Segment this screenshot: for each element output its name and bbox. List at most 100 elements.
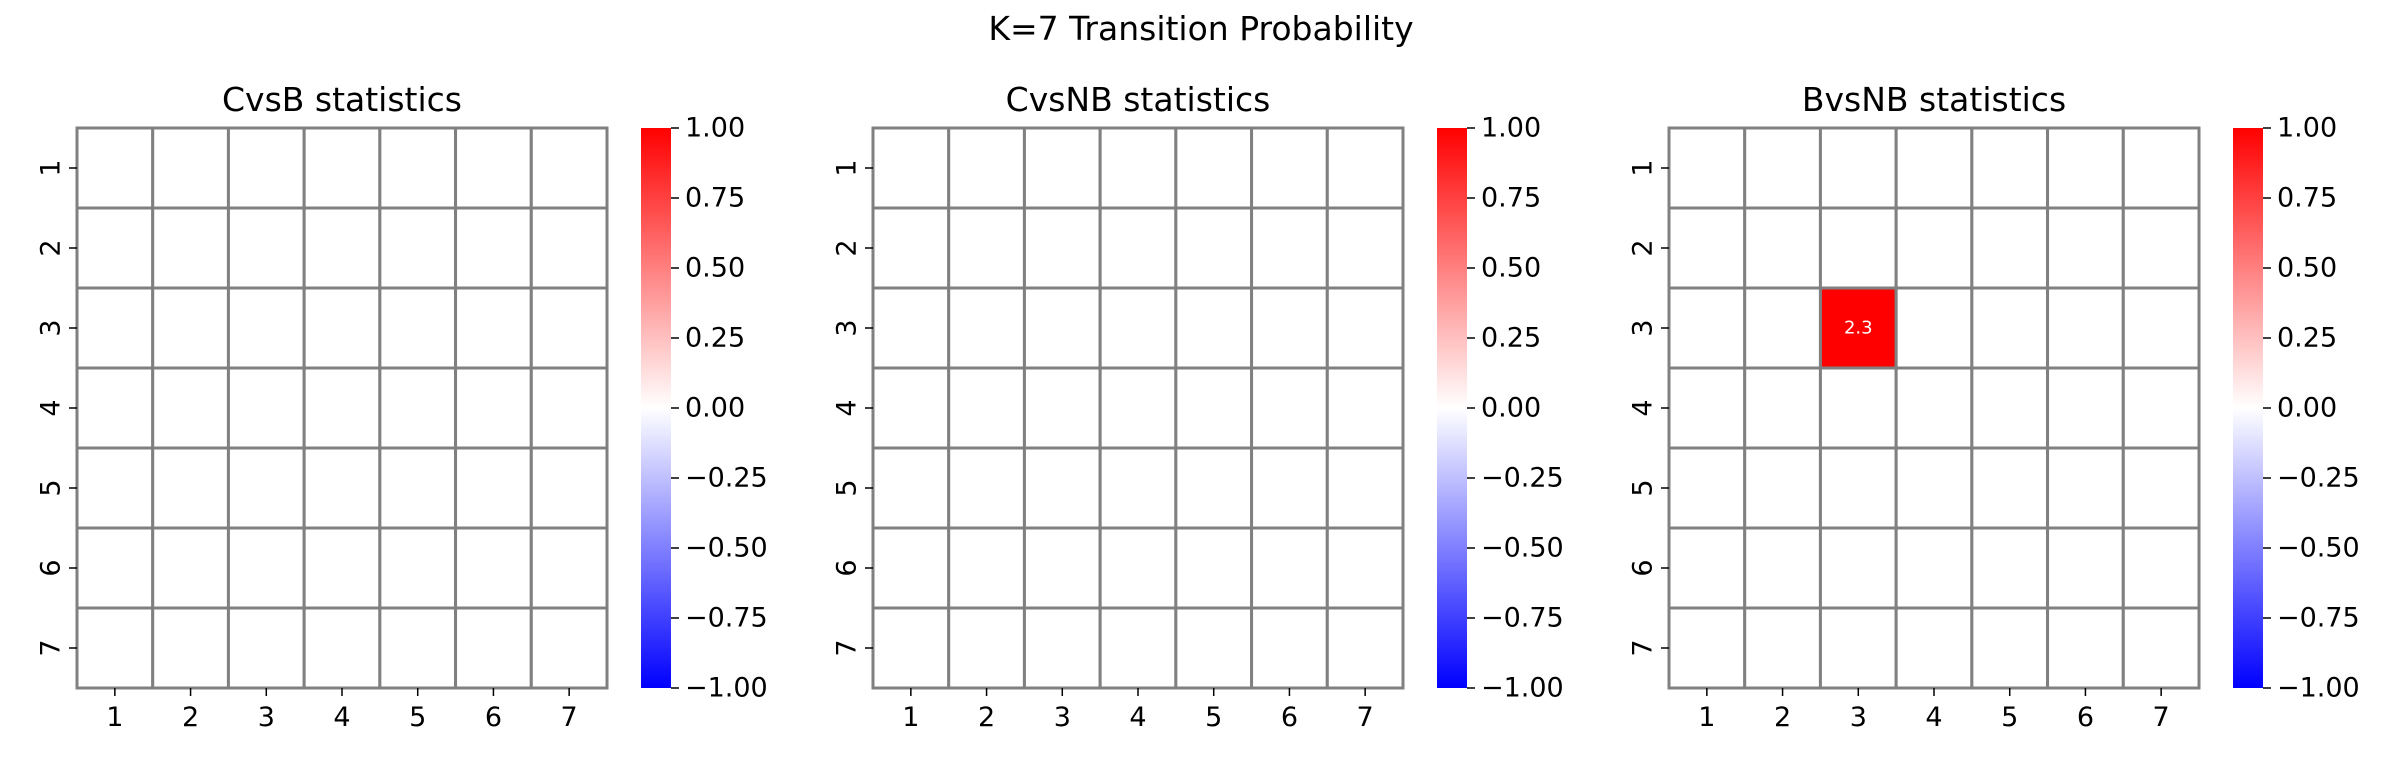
heatmap-cell — [378, 526, 458, 610]
colorbar-tick-label: 0.75 — [2277, 183, 2337, 214]
heatmap-cell — [226, 366, 306, 450]
colorbar-tick-label: 0.25 — [2277, 323, 2337, 354]
x-tick-label: 6 — [1281, 702, 1298, 733]
heatmap-cell — [378, 126, 458, 210]
y-tick-label: 7 — [1628, 639, 1659, 656]
y-tick-label: 6 — [1628, 559, 1659, 576]
y-tick-label: 2 — [832, 239, 863, 256]
heatmap-cell — [1325, 206, 1405, 290]
colorbar-tick-label: 0.25 — [685, 323, 745, 354]
heatmap-cell — [1894, 286, 1974, 370]
x-tick-label: 5 — [2001, 702, 2018, 733]
heatmap-cell — [947, 286, 1026, 370]
colorbar-tick-label: 0.50 — [1481, 253, 1541, 284]
y-tick-label: 1 — [832, 159, 863, 176]
heatmap-cell — [1325, 446, 1405, 530]
x-tick-label: 4 — [1925, 702, 1942, 733]
y-tick-label: 7 — [36, 639, 67, 656]
x-tick-label: 4 — [1129, 702, 1146, 733]
heatmap-cell — [151, 446, 230, 530]
heatmap-cell — [378, 366, 458, 450]
x-tick-label: 5 — [409, 702, 426, 733]
heatmap-cell — [1894, 606, 1974, 690]
heatmap-cell — [75, 606, 155, 690]
heatmap-cell — [871, 366, 951, 450]
colorbar-tick-label: −0.50 — [685, 533, 768, 564]
heatmap-cell — [529, 126, 609, 210]
colorbar-tick-label: −1.00 — [1481, 673, 1564, 704]
heatmap-cell — [2046, 206, 2125, 290]
colorbar — [2233, 128, 2263, 688]
y-tick-label: 4 — [1628, 399, 1659, 416]
heatmap-cell — [454, 526, 533, 610]
heatmap-cell — [151, 206, 230, 290]
heatmap-cell — [2121, 526, 2201, 610]
heatmap-cell — [2046, 126, 2125, 210]
heatmap-cell — [302, 526, 382, 610]
colorbar-tick-label: 0.00 — [685, 393, 745, 424]
heatmap-cell — [1022, 286, 1102, 370]
heatmap-cell — [1325, 606, 1405, 690]
heatmap-cell — [947, 446, 1026, 530]
x-tick-label: 1 — [106, 702, 123, 733]
heatmap-cell — [947, 206, 1026, 290]
x-tick-label: 1 — [902, 702, 919, 733]
colorbar-tick-label: 0.75 — [685, 183, 745, 214]
heatmap-cell — [1743, 446, 1822, 530]
heatmap-panel-1: CvsB statistics 1 2 3 4 5 6 7 1 2 3 4 5 6 7 1.00 0.75 0.5… — [36, 80, 768, 733]
heatmap-cell — [75, 446, 155, 530]
heatmap-cell — [2046, 286, 2125, 370]
heatmap-cell — [1818, 446, 1898, 530]
y-tick-label: 3 — [832, 319, 863, 336]
colorbar-tick-label: −0.50 — [2277, 533, 2360, 564]
panel-title: BvsNB statistics — [1802, 80, 2066, 119]
heatmap-cell — [226, 446, 306, 530]
heatmap-cell — [454, 606, 533, 690]
x-tick-label: 1 — [1698, 702, 1715, 733]
colorbar-tick-label: 1.00 — [685, 113, 745, 144]
heatmap-cell — [378, 286, 458, 370]
heatmap-cell — [529, 206, 609, 290]
heatmap-cell — [1098, 366, 1178, 450]
heatmap-cell — [226, 126, 306, 210]
colorbar-tick-label: −1.00 — [2277, 673, 2360, 704]
heatmap-cell — [871, 526, 951, 610]
heatmap-cell — [454, 366, 533, 450]
heatmap-cell — [454, 126, 533, 210]
heatmap-cell — [302, 446, 382, 530]
heatmap-cell — [1743, 366, 1822, 450]
heatmap-cell — [1098, 126, 1178, 210]
heatmap-cell — [1250, 366, 1329, 450]
heatmap-cell — [1894, 126, 1974, 210]
x-tick-label: 3 — [258, 702, 275, 733]
figure-title: K=7 Transition Probability — [988, 9, 1413, 48]
heatmap-cell — [1894, 366, 1974, 450]
heatmap-cell — [75, 366, 155, 450]
heatmap-cell — [302, 126, 382, 210]
heatmap-cell — [151, 286, 230, 370]
heatmap-cell — [1325, 366, 1405, 450]
colorbar — [641, 128, 671, 688]
y-tick-label: 2 — [36, 239, 67, 256]
heatmap-panels: CvsB statistics 1 2 3 4 5 6 7 1 2 3 4 5 6 7 1.00 0.75 0.5… — [36, 80, 2360, 733]
x-tick-label: 5 — [1205, 702, 1222, 733]
heatmap-cell — [1970, 126, 2050, 210]
x-tick-label: 3 — [1850, 702, 1867, 733]
heatmap-cell — [1098, 606, 1178, 690]
heatmap-cell — [151, 606, 230, 690]
heatmap-cell — [1098, 446, 1178, 530]
heatmap-cell — [1174, 366, 1254, 450]
heatmap-panel-2: CvsNB statistics 1 2 3 4 5 6 7 1 2 3 4 5 6 7 1.00 0.75 0.… — [832, 80, 1564, 733]
heatmap-cell — [1818, 366, 1898, 450]
heatmap-cell — [2121, 606, 2201, 690]
colorbar-tick-label: −0.50 — [1481, 533, 1564, 564]
heatmap-cell — [1970, 526, 2050, 610]
heatmap-cell — [2046, 446, 2125, 530]
heatmap-cell — [378, 206, 458, 290]
heatmap-cell — [1022, 446, 1102, 530]
heatmap-cell — [1174, 286, 1254, 370]
heatmap-cell — [75, 206, 155, 290]
heatmap-cell — [1970, 286, 2050, 370]
heatmap-cell — [151, 526, 230, 610]
y-tick-label: 3 — [36, 319, 67, 336]
